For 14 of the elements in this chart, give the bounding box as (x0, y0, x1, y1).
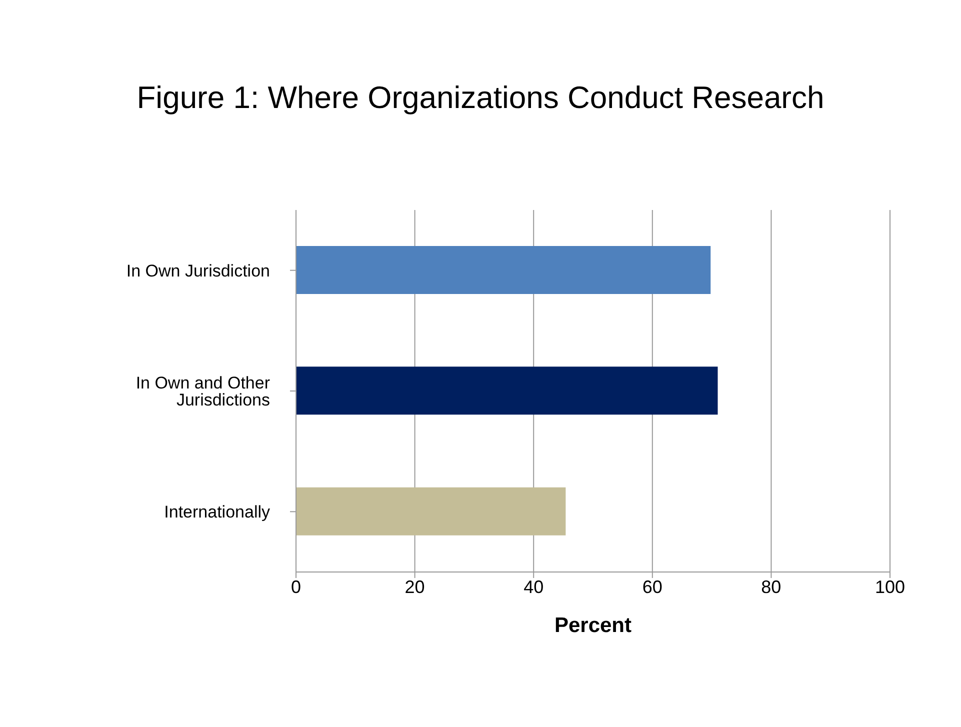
x-tick-label: 100 (874, 576, 906, 597)
x-tick-label: 0 (290, 576, 302, 597)
x-axis-title: Percent (554, 614, 632, 637)
x-tick-label: 20 (404, 576, 425, 597)
y-tick-label: In Own and Other Jurisdictions (136, 374, 270, 410)
bar (296, 246, 711, 294)
y-tick-label: In Own Jurisdiction (126, 261, 270, 280)
x-tick-label: 40 (524, 576, 544, 597)
bar (296, 366, 718, 415)
chart-title: Figure 1: Where Organizations Conduct Research (136, 80, 826, 116)
bar (296, 487, 566, 536)
x-tick-label: 80 (761, 576, 782, 597)
x-tick-label: 60 (642, 576, 662, 597)
y-tick-label: Internationally (164, 502, 270, 522)
